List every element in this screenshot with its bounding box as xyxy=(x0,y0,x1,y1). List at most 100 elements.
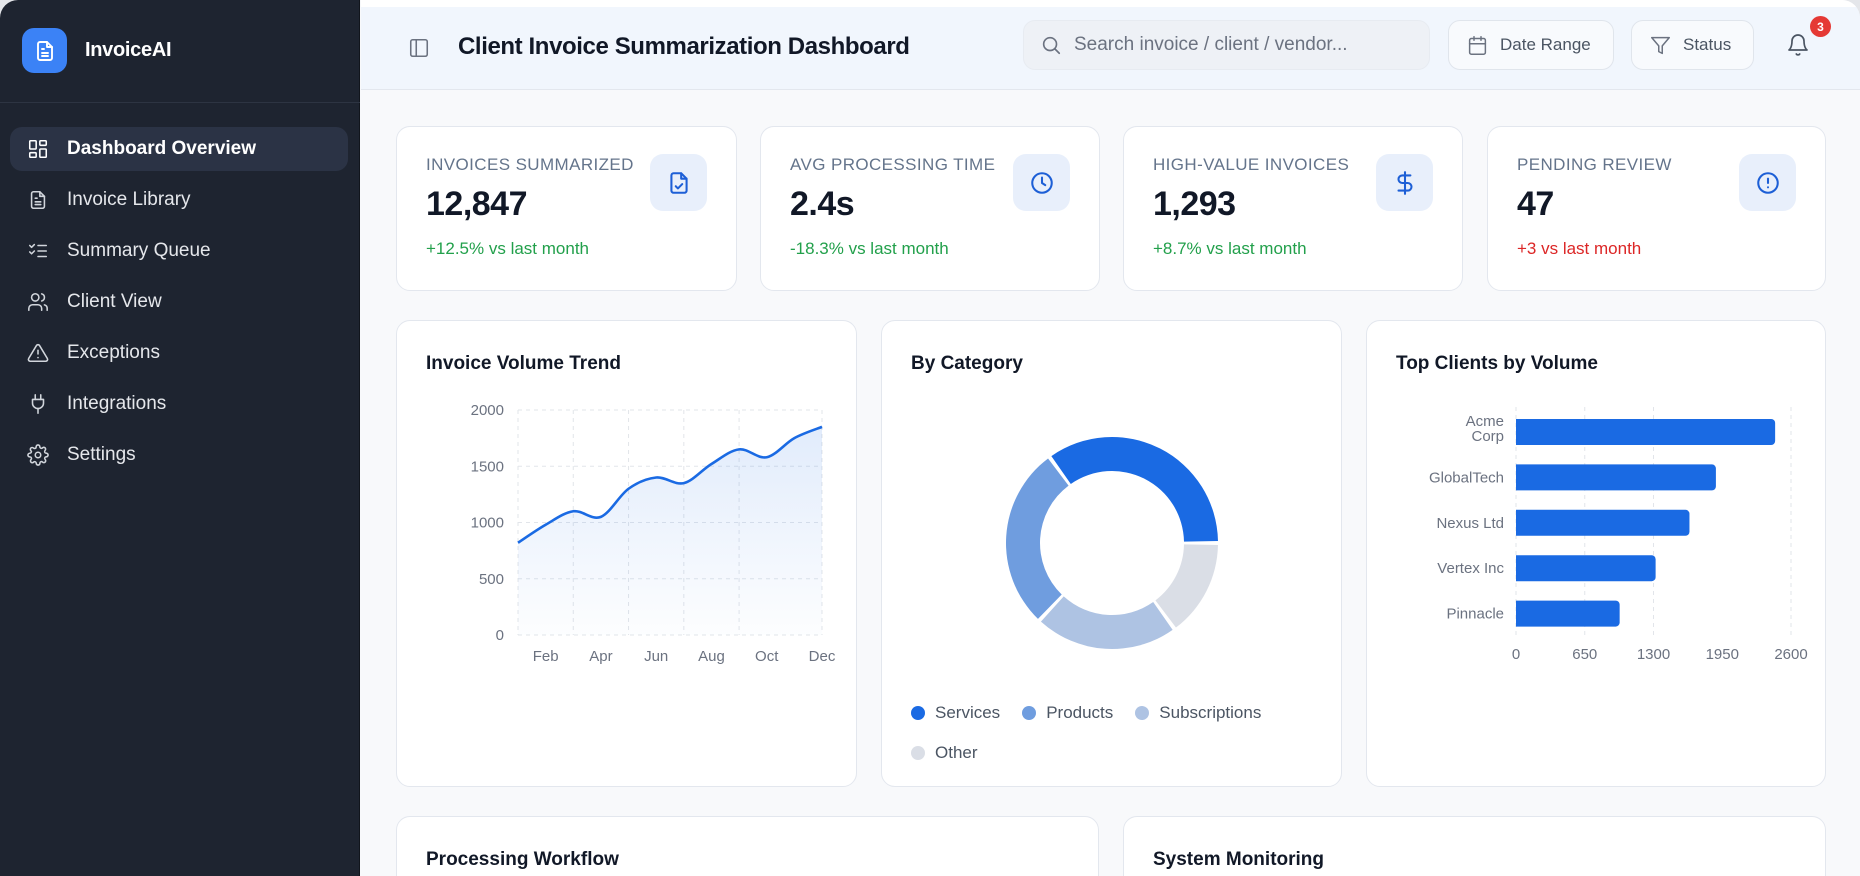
bar-acme-corp[interactable] xyxy=(1516,419,1776,445)
sidebar-toggle-button[interactable] xyxy=(405,34,433,62)
stat-value: 1,293 xyxy=(1153,185,1236,223)
dollar-icon xyxy=(1376,154,1433,211)
stat-label: INVOICES SUMMARIZED xyxy=(426,155,634,174)
status-filter-button[interactable]: Status xyxy=(1631,20,1754,70)
category-legend: Services Products Subscriptions Other xyxy=(911,693,1331,773)
brand[interactable]: InvoiceAI xyxy=(22,28,172,73)
stat-value: 47 xyxy=(1517,185,1554,223)
calendar-icon xyxy=(1468,35,1487,55)
top-clients-panel: Top Clients by Volume 0 650 1300 1950 2600 Ac… xyxy=(1366,320,1826,787)
svg-text:Dec: Dec xyxy=(809,648,836,665)
stat-card-invoices-summarized: INVOICES SUMMARIZED 12,847 +12.5% vs las… xyxy=(396,126,737,291)
svg-text:0: 0 xyxy=(496,627,504,644)
system-monitoring-panel: System Monitoring xyxy=(1123,816,1826,876)
file-check-icon xyxy=(650,154,707,211)
sidebar: InvoiceAI Dashboard Overview Invoice Lib… xyxy=(0,0,360,876)
invoice-logo-icon xyxy=(22,28,67,73)
sidebar-item-dashboard-overview[interactable]: Dashboard Overview xyxy=(10,127,348,171)
document-icon xyxy=(27,189,49,211)
donut-segment-services[interactable] xyxy=(1051,437,1218,542)
legend-item-subscriptions[interactable]: Subscriptions xyxy=(1135,693,1261,733)
panel-title: Processing Workflow xyxy=(426,849,619,870)
checklist-icon xyxy=(27,240,49,262)
legend-dot xyxy=(1022,706,1037,720)
donut-segment-subscriptions[interactable] xyxy=(1040,596,1173,649)
sidebar-item-summary-queue[interactable]: Summary Queue xyxy=(10,229,348,273)
sidebar-item-label: Summary Queue xyxy=(67,240,211,261)
sidebar-item-integrations[interactable]: Integrations xyxy=(10,382,348,426)
top-strip xyxy=(361,0,1860,7)
sidebar-item-label: Integrations xyxy=(67,393,167,414)
legend-dot xyxy=(911,746,925,760)
svg-text:650: 650 xyxy=(1572,646,1597,663)
sidebar-item-label: Exceptions xyxy=(67,342,160,363)
invoice-volume-trend-panel: Invoice Volume Trend 0 500 1000 1500 2000 Feb… xyxy=(396,320,857,787)
svg-text:2000: 2000 xyxy=(471,402,504,419)
notifications-button[interactable] xyxy=(1786,33,1814,63)
status-filter-label: Status xyxy=(1683,35,1732,54)
stat-label: PENDING REVIEW xyxy=(1517,155,1672,174)
stat-label: HIGH-VALUE INVOICES xyxy=(1153,155,1350,174)
legend-label: Other xyxy=(935,743,978,762)
donut-segment-other[interactable] xyxy=(1155,544,1218,628)
sidebar-item-exceptions[interactable]: Exceptions xyxy=(10,331,348,375)
sidebar-item-label: Dashboard Overview xyxy=(67,138,257,159)
legend-label: Services xyxy=(935,703,1001,722)
svg-text:0: 0 xyxy=(1512,646,1520,663)
search-input[interactable] xyxy=(1074,34,1414,56)
panel-title: Top Clients by Volume xyxy=(1396,353,1598,374)
svg-text:1500: 1500 xyxy=(471,458,504,475)
search-box[interactable] xyxy=(1023,20,1430,70)
svg-text:Nexus Ltd: Nexus Ltd xyxy=(1436,515,1504,532)
bell-icon xyxy=(1788,34,1808,56)
svg-text:Oct: Oct xyxy=(755,648,779,665)
stat-value: 2.4s xyxy=(790,185,855,223)
legend-item-services[interactable]: Services xyxy=(911,693,1000,733)
category-donut-chart[interactable] xyxy=(882,321,1343,788)
stat-card-pending-review: PENDING REVIEW 47 +3 vs last month xyxy=(1487,126,1826,291)
date-range-label: Date Range xyxy=(1500,35,1591,54)
donut-segment-products[interactable] xyxy=(1006,458,1069,619)
by-category-panel: By Category Services Products Subscription… xyxy=(881,320,1342,787)
svg-text:Aug: Aug xyxy=(698,648,725,665)
sidebar-item-label: Settings xyxy=(67,444,136,465)
stat-card-avg-processing-time: AVG PROCESSING TIME 2.4s -18.3% vs last … xyxy=(760,126,1100,291)
stat-value: 12,847 xyxy=(426,185,528,223)
date-range-button[interactable]: Date Range xyxy=(1448,20,1614,70)
stat-label: AVG PROCESSING TIME xyxy=(790,155,996,174)
svg-text:500: 500 xyxy=(479,571,504,588)
stat-card-high-value-invoices: HIGH-VALUE INVOICES 1,293 +8.7% vs last … xyxy=(1123,126,1463,291)
svg-text:Feb: Feb xyxy=(533,648,559,665)
search-icon xyxy=(1042,36,1061,55)
sidebar-item-client-view[interactable]: Client View xyxy=(10,280,348,324)
svg-text:1300: 1300 xyxy=(1637,646,1670,663)
gear-icon xyxy=(27,444,49,466)
sidebar-item-invoice-library[interactable]: Invoice Library xyxy=(10,178,348,222)
stat-delta: +3 vs last month xyxy=(1517,239,1642,258)
svg-text:Apr: Apr xyxy=(589,648,612,665)
page-title: Client Invoice Summarization Dashboard xyxy=(458,33,910,60)
bar-globaltech[interactable] xyxy=(1516,464,1716,491)
legend-label: Products xyxy=(1046,703,1114,722)
svg-text:2600: 2600 xyxy=(1774,646,1807,663)
stat-delta: +12.5% vs last month xyxy=(426,239,590,258)
dashboard-grid-icon xyxy=(27,138,49,160)
sidebar-item-settings[interactable]: Settings xyxy=(10,433,348,477)
sidebar-item-label: Invoice Library xyxy=(67,189,191,210)
bar-nexus-ltd[interactable] xyxy=(1516,509,1690,536)
legend-dot xyxy=(1135,706,1150,720)
legend-item-products[interactable]: Products xyxy=(1022,693,1113,733)
app-name: InvoiceAI xyxy=(85,39,172,61)
legend-item-other[interactable]: Other xyxy=(911,733,978,773)
invoice-volume-line-chart[interactable]: 0 500 1000 1500 2000 Feb Apr Jun Aug Oct Dec xyxy=(397,321,858,788)
bar-vertex-inc[interactable] xyxy=(1516,555,1656,582)
plug-icon xyxy=(27,393,49,415)
bar-pinnacle[interactable] xyxy=(1516,600,1620,627)
svg-text:Pinnacle: Pinnacle xyxy=(1446,606,1504,623)
users-icon xyxy=(27,291,49,313)
panel-title: Invoice Volume Trend xyxy=(426,353,621,374)
header: Client Invoice Summarization Dashboard D… xyxy=(361,7,1860,90)
svg-text:1950: 1950 xyxy=(1706,646,1739,663)
